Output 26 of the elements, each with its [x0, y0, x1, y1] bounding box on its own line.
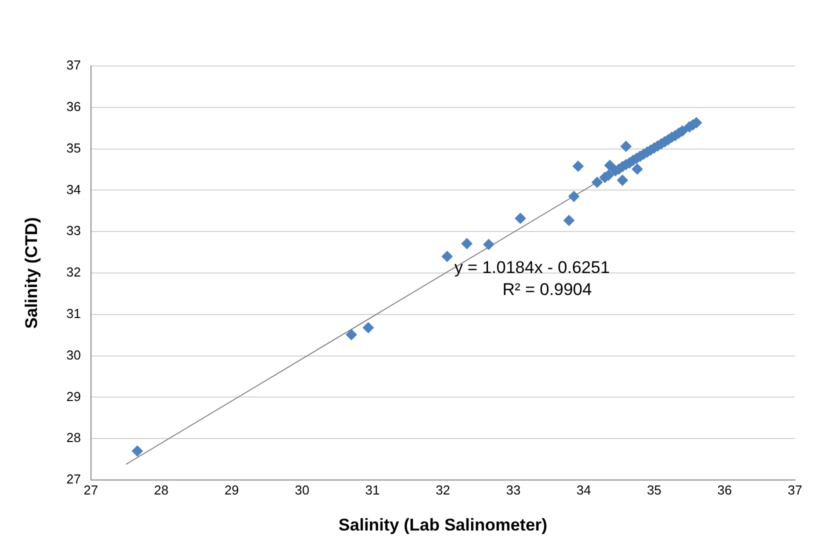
- y-tick-label: 28: [66, 430, 81, 446]
- x-tick-label: 32: [436, 482, 450, 498]
- annotation: R² = 0.9904: [502, 280, 592, 299]
- y-tick-label: 27: [66, 472, 81, 487]
- y-tick-label: 36: [66, 98, 81, 114]
- x-tick-label: 37: [788, 482, 802, 498]
- y-tick-label: 33: [66, 223, 81, 238]
- y-tick-label: 30: [66, 347, 81, 362]
- x-tick-label: 31: [365, 482, 380, 498]
- y-axis-title: Salinity (CTD): [22, 217, 41, 329]
- y-tick-label: 34: [66, 182, 81, 197]
- y-tick-label: 31: [66, 306, 81, 321]
- x-tick-label: 29: [224, 482, 239, 498]
- y-tick-label: 35: [66, 140, 81, 156]
- x-tick-label: 30: [294, 482, 310, 498]
- annotation: y = 1.0184x - 0.6251: [454, 258, 610, 277]
- x-axis-title: Salinity (Lab Salinometer): [338, 515, 548, 534]
- x-tick-label: 33: [506, 482, 521, 498]
- y-tick-label: 29: [66, 388, 81, 404]
- x-tick-label: 36: [717, 482, 732, 498]
- x-tick-label: 35: [646, 482, 662, 498]
- x-tick-label: 34: [576, 482, 591, 498]
- x-tick-label: 27: [84, 482, 98, 498]
- y-tick-label: 32: [66, 264, 81, 280]
- x-tick-label: 28: [154, 482, 169, 498]
- y-tick-label: 37: [66, 58, 81, 73]
